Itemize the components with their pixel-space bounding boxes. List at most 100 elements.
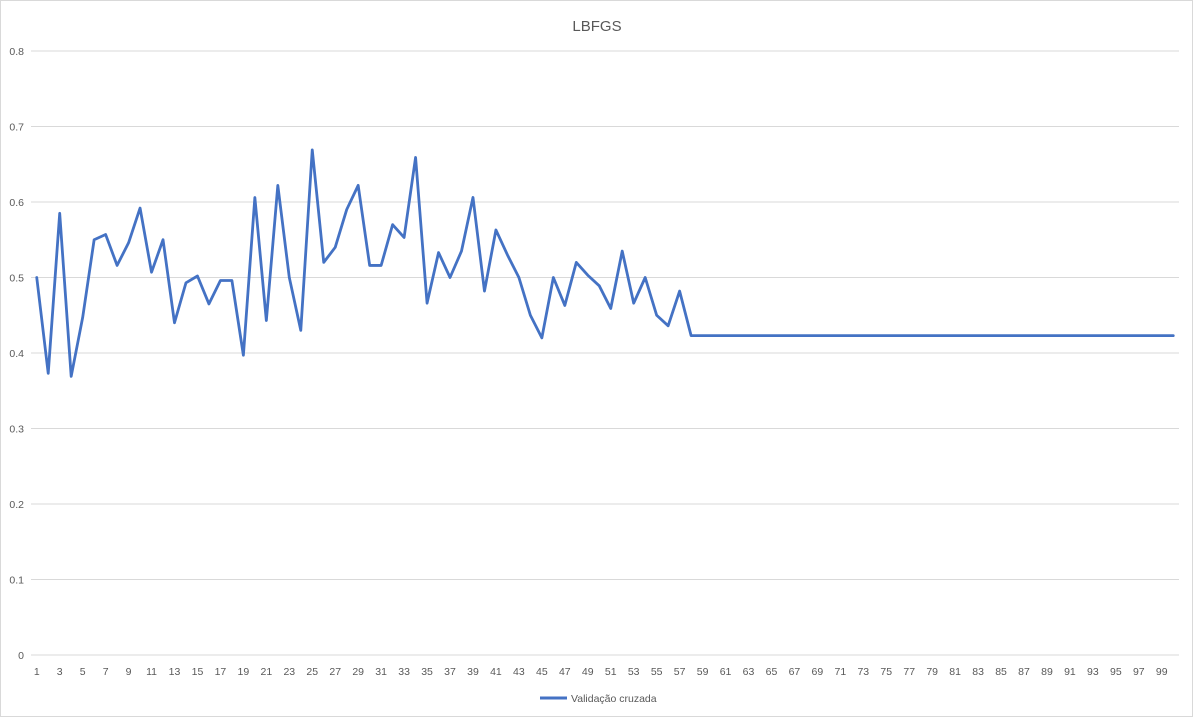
data-point	[1080, 334, 1082, 336]
data-point	[862, 334, 864, 336]
data-point	[724, 334, 726, 336]
x-tick-label: 33	[398, 666, 410, 678]
data-point	[816, 334, 818, 336]
data-point	[449, 276, 451, 278]
data-point	[633, 302, 635, 304]
legend: Validação cruzada	[540, 693, 657, 705]
chart-title: LBFGS	[572, 18, 621, 35]
data-point	[231, 279, 233, 281]
data-point	[437, 251, 439, 253]
data-point	[1126, 334, 1128, 336]
series-line	[35, 148, 1175, 378]
data-point	[127, 242, 129, 244]
data-point	[1103, 334, 1105, 336]
x-tick-label: 11	[146, 666, 157, 678]
x-tick-label: 91	[1064, 666, 1076, 678]
data-point	[1138, 334, 1140, 336]
data-point	[47, 372, 49, 374]
x-tick-label: 41	[490, 666, 502, 678]
x-tick-label: 57	[674, 666, 686, 678]
data-point	[793, 334, 795, 336]
data-point	[93, 239, 95, 241]
data-point	[139, 207, 141, 209]
x-tick-label: 19	[238, 666, 250, 678]
data-point	[196, 275, 198, 277]
x-tick-label: 5	[80, 666, 86, 678]
data-point	[747, 334, 749, 336]
data-point	[334, 246, 336, 248]
data-point	[874, 334, 876, 336]
x-tick-label: 17	[215, 666, 227, 678]
x-tick-label: 39	[467, 666, 479, 678]
y-tick-label: 0.6	[9, 197, 24, 209]
data-point	[977, 334, 979, 336]
data-point	[678, 290, 680, 292]
data-point	[931, 334, 933, 336]
data-point	[323, 261, 325, 263]
data-point	[506, 254, 508, 256]
data-point	[104, 233, 106, 235]
series-layer	[35, 148, 1175, 378]
data-point	[552, 276, 554, 278]
x-tick-label: 35	[421, 666, 433, 678]
x-tick-label: 51	[605, 666, 617, 678]
data-point	[851, 334, 853, 336]
data-point	[1023, 334, 1025, 336]
x-tick-label: 21	[260, 666, 272, 678]
data-point	[483, 290, 485, 292]
data-point	[426, 302, 428, 304]
data-point	[690, 334, 692, 336]
data-point	[1046, 334, 1048, 336]
data-point	[644, 276, 646, 278]
x-tick-label: 31	[375, 666, 387, 678]
data-point	[311, 149, 313, 151]
data-point	[701, 334, 703, 336]
data-point	[908, 334, 910, 336]
data-point	[460, 250, 462, 252]
data-point	[1011, 334, 1013, 336]
x-tick-label: 71	[834, 666, 846, 678]
data-point	[598, 285, 600, 287]
data-point	[185, 282, 187, 284]
data-point	[770, 334, 772, 336]
y-tick-label: 0.8	[9, 46, 24, 58]
y-tick-label: 0.1	[9, 575, 24, 587]
data-point	[885, 334, 887, 336]
data-point	[173, 322, 175, 324]
data-point	[713, 334, 715, 336]
data-point	[942, 334, 944, 336]
x-tick-label: 23	[283, 666, 295, 678]
data-point	[1172, 334, 1174, 336]
legend-label: Validação cruzada	[571, 693, 657, 705]
x-tick-label: 79	[926, 666, 938, 678]
x-tick-label: 37	[444, 666, 456, 678]
data-point	[1149, 334, 1151, 336]
data-point	[920, 334, 922, 336]
x-tick-label: 65	[766, 666, 778, 678]
data-point	[965, 334, 967, 336]
data-point	[1092, 334, 1094, 336]
data-point	[380, 264, 382, 266]
x-tick-label: 27	[329, 666, 341, 678]
x-tick-label: 95	[1110, 666, 1122, 678]
data-point	[805, 334, 807, 336]
data-point	[414, 156, 416, 158]
data-point	[219, 279, 221, 281]
x-tick-label: 63	[743, 666, 755, 678]
data-point	[667, 325, 669, 327]
x-tick-label: 7	[103, 666, 109, 678]
data-point	[277, 184, 279, 186]
x-tick-label: 47	[559, 666, 571, 678]
data-point	[265, 319, 267, 321]
data-point	[495, 229, 497, 231]
x-tick-label: 59	[697, 666, 709, 678]
data-point	[391, 223, 393, 225]
data-point	[828, 334, 830, 336]
x-tick-label: 1	[34, 666, 40, 678]
data-point	[541, 337, 543, 339]
x-tick-label: 53	[628, 666, 640, 678]
data-point	[988, 334, 990, 336]
data-point	[621, 250, 623, 252]
y-tick-label: 0	[18, 650, 24, 662]
